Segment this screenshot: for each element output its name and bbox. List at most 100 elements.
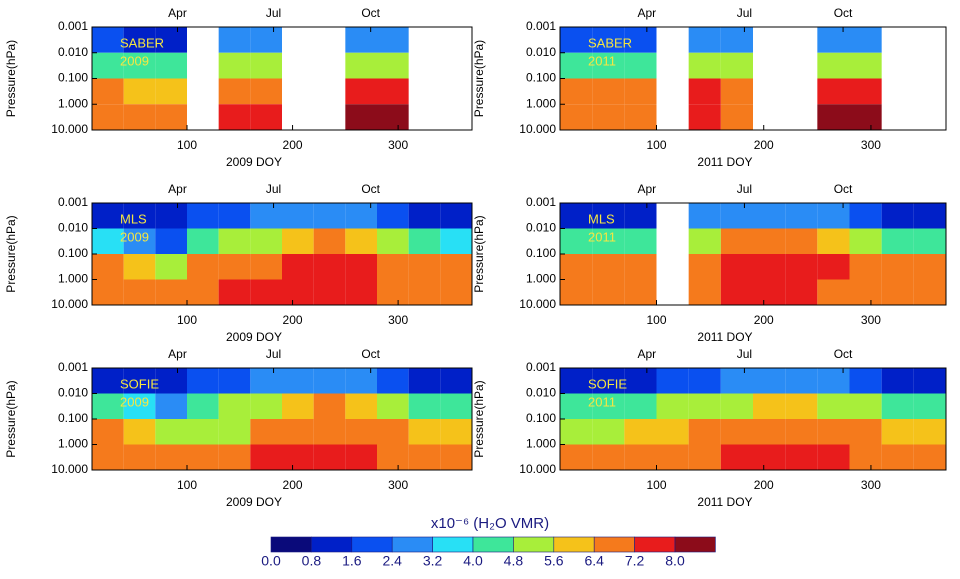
heat-cell — [408, 393, 441, 419]
heat-cell — [92, 444, 124, 470]
heat-cell — [408, 228, 441, 254]
heat-cell — [313, 254, 346, 280]
x2-tick-label: Apr — [638, 6, 657, 20]
heat-cell — [624, 444, 657, 470]
heat-cell — [218, 393, 251, 419]
y-tick-label: 10.000 — [51, 297, 88, 311]
heat-cell — [187, 368, 219, 394]
heat-cell — [688, 203, 721, 229]
x-tick-label: 200 — [283, 138, 303, 152]
heat-cell — [592, 393, 625, 419]
y-tick-label: 0.010 — [526, 221, 556, 235]
heat-cell — [849, 228, 882, 254]
panel-annotation: SOFIE — [588, 376, 627, 391]
heat-cell — [92, 279, 124, 305]
heat-cell — [720, 203, 753, 229]
heat-cell — [881, 279, 914, 305]
x-tick-label: 300 — [388, 138, 408, 152]
heat-cell — [377, 228, 409, 254]
heat-cell — [250, 393, 282, 419]
heat-cell — [817, 78, 850, 105]
y-tick-label: 0.100 — [58, 246, 88, 260]
heat-cell — [282, 228, 314, 254]
heat-cell — [313, 279, 346, 305]
heat-cell — [849, 368, 882, 394]
heat-cell — [377, 419, 409, 445]
y-tick-label: 10.000 — [51, 122, 88, 136]
panel-annotation: 2009 — [120, 53, 149, 68]
y-tick-label: 0.010 — [58, 221, 88, 235]
heat-cell — [849, 393, 882, 419]
panel-annotation: 2009 — [120, 229, 149, 244]
heat-cell — [592, 368, 625, 394]
heat-cell — [345, 419, 377, 445]
colorbar-swatch — [553, 536, 595, 553]
colorbar-swatch — [674, 536, 716, 553]
x-tick-label: 200 — [754, 478, 774, 492]
heat-cell — [282, 444, 314, 470]
heat-cell — [592, 203, 625, 229]
y-tick-label: 0.010 — [526, 45, 556, 59]
heat-cell — [560, 368, 593, 394]
heat-cell — [313, 368, 346, 394]
panel-annotation: SABER — [120, 35, 164, 50]
heat-cell — [313, 419, 346, 445]
heat-cell — [560, 254, 593, 280]
heat-cell — [377, 52, 409, 79]
y-axis-label: Pressure(hPa) — [472, 40, 486, 117]
heat-cell — [345, 52, 377, 79]
x-tick-label: 100 — [646, 478, 666, 492]
y-tick-label: 1.000 — [58, 96, 88, 110]
heat-cell — [218, 419, 251, 445]
heat-cell — [408, 279, 441, 305]
heat-cell — [408, 254, 441, 280]
heat-cell — [440, 228, 472, 254]
heat-cell — [720, 279, 753, 305]
heat-cell — [250, 78, 282, 105]
heat-cell — [123, 254, 156, 280]
heat-cell — [92, 203, 124, 229]
x2-tick-label: Oct — [361, 347, 380, 361]
x2-tick-label: Jul — [266, 347, 281, 361]
heat-cell — [592, 254, 625, 280]
heat-cell — [440, 203, 472, 229]
heat-cell — [720, 368, 753, 394]
y-axis-label: Pressure(hPa) — [4, 215, 18, 292]
y-tick-label: 0.100 — [58, 71, 88, 85]
y-tick-label: 0.001 — [58, 195, 88, 209]
heat-cell — [345, 254, 377, 280]
x-tick-label: 300 — [861, 313, 881, 327]
heat-cell — [849, 27, 882, 53]
panel-annotation: SOFIE — [120, 376, 159, 391]
colorbar-label: 4.8 — [504, 553, 524, 569]
heat-cell — [313, 444, 346, 470]
heat-cell — [218, 444, 251, 470]
heat-cell — [913, 228, 946, 254]
heat-cell — [592, 419, 625, 445]
heat-cell — [377, 368, 409, 394]
x-tick-label: 200 — [754, 138, 774, 152]
heat-cell — [688, 52, 721, 79]
heat-cell — [345, 393, 377, 419]
heat-cell — [849, 419, 882, 445]
heat-cell — [817, 368, 850, 394]
heat-cell — [688, 279, 721, 305]
heat-cell — [624, 228, 657, 254]
heat-cell — [817, 419, 850, 445]
heat-cell — [592, 78, 625, 105]
heat-cell — [377, 254, 409, 280]
colorbar-swatch — [311, 536, 353, 553]
heat-cell — [187, 203, 219, 229]
x-axis-label: 2011 DOY — [697, 495, 752, 509]
heat-cell — [440, 444, 472, 470]
heat-cell — [440, 419, 472, 445]
x-tick-label: 300 — [861, 138, 881, 152]
heat-cell — [592, 27, 625, 53]
heat-cell — [560, 52, 593, 79]
heat-cell — [785, 254, 818, 280]
heat-cell — [123, 203, 156, 229]
x2-tick-label: Apr — [168, 182, 187, 196]
heat-cell — [155, 279, 187, 305]
heat-cell — [345, 203, 377, 229]
y-tick-label: 10.000 — [519, 462, 556, 476]
